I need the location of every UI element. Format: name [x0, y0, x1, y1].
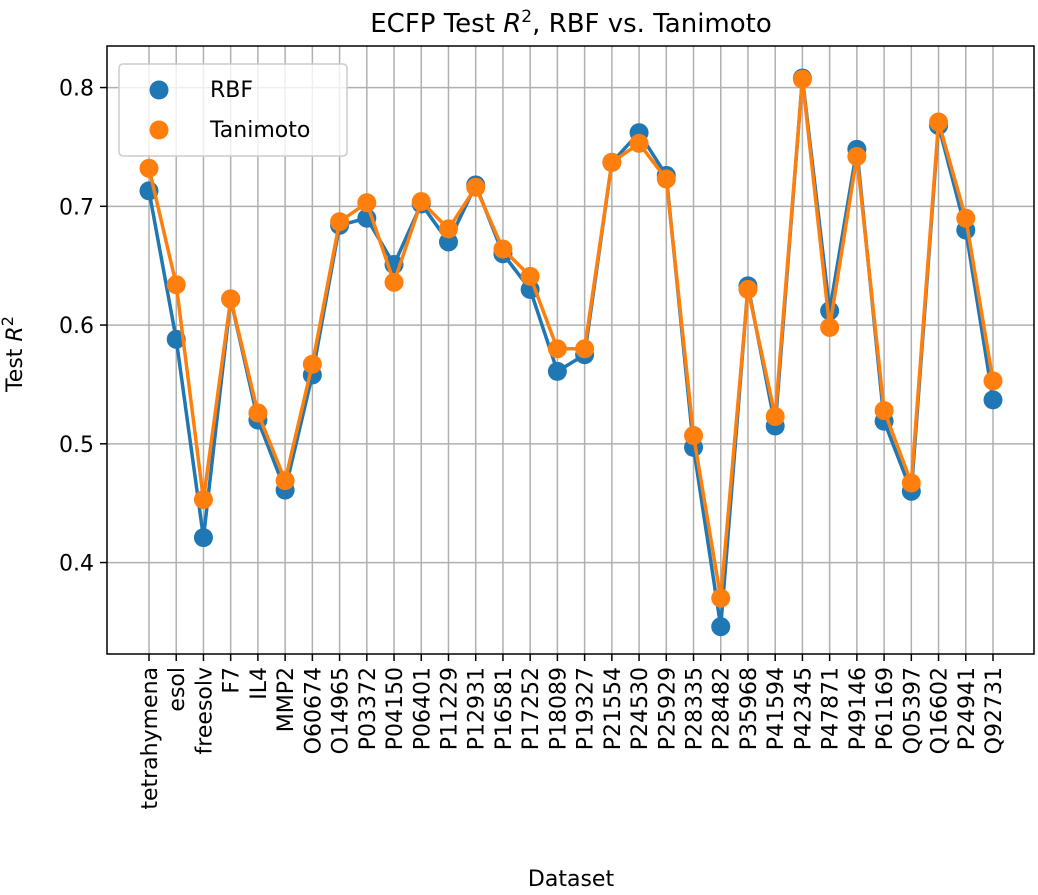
y-tick-label: 0.6 [59, 314, 94, 339]
x-tick-label: P24941 [955, 667, 980, 750]
legend-marker-rbf [149, 80, 169, 100]
chart-title: ECFP Test R2, RBF vs. Tanimoto [370, 7, 772, 39]
x-tick-label: P16581 [492, 667, 517, 750]
data-point [956, 208, 976, 228]
x-tick-label: F7 [220, 667, 245, 694]
data-point [438, 219, 458, 239]
x-tick-label: P21554 [601, 667, 626, 750]
legend: RBF Tanimoto [118, 63, 348, 157]
data-point [765, 407, 785, 426]
data-point [221, 289, 241, 309]
data-point [629, 133, 649, 153]
data-point [302, 354, 322, 374]
x-tick-label: P28482 [710, 667, 735, 750]
data-point [547, 361, 567, 381]
data-point [384, 272, 404, 292]
x-axis-label: Dataset [528, 867, 615, 892]
series-layer [139, 68, 1003, 637]
data-point [547, 339, 567, 359]
data-point [874, 401, 894, 421]
data-point [983, 371, 1003, 391]
x-tick-label: P25929 [655, 667, 680, 750]
y-axis-ticks: 0.4 0.5 0.6 0.7 0.8 [59, 77, 107, 577]
data-point [711, 588, 731, 608]
x-tick-label: tetrahymena [138, 667, 163, 810]
x-tick-label: Q16602 [928, 667, 953, 754]
legend-label-rbf: RBF [210, 78, 253, 103]
x-axis-ticks: tetrahymena esol freesolv F7 IL4 MMP2 O60674 O1… [138, 654, 1007, 810]
x-tick-label: Q92731 [982, 667, 1007, 754]
series-1 [139, 69, 1003, 608]
x-tick-label: Q05397 [900, 667, 925, 754]
y-tick-label: 0.5 [59, 433, 94, 458]
x-tick-label: P24530 [628, 667, 653, 750]
data-point [656, 169, 676, 189]
data-point [357, 193, 377, 213]
data-point [820, 317, 840, 337]
data-point [411, 192, 431, 212]
data-point [792, 69, 812, 89]
x-tick-label: P61169 [873, 667, 898, 750]
x-tick-label: P35968 [737, 667, 762, 750]
x-tick-label: P28335 [683, 667, 708, 750]
series-line [147, 77, 995, 600]
x-tick-label: P06401 [410, 667, 435, 750]
data-point [248, 403, 268, 423]
data-point [193, 528, 213, 548]
legend-marker-tanimoto [149, 120, 169, 140]
x-tick-label: P04150 [383, 667, 408, 750]
data-point [847, 146, 867, 166]
plot-frame [106, 45, 1035, 655]
data-point [520, 266, 540, 286]
x-tick-label: P17252 [519, 667, 544, 750]
data-point [684, 426, 704, 445]
data-point [330, 212, 350, 232]
x-tick-label: P49146 [846, 667, 871, 750]
x-tick-label: P41594 [764, 667, 789, 750]
x-tick-label: P03372 [356, 667, 381, 750]
data-point [438, 232, 458, 252]
data-point [139, 158, 159, 178]
data-point [466, 177, 486, 197]
data-point [193, 490, 213, 510]
x-tick-label: IL4 [247, 667, 272, 700]
data-point [493, 239, 513, 259]
data-point [275, 471, 295, 491]
data-point [738, 279, 758, 299]
x-tick-label: P12931 [465, 667, 490, 750]
x-tick-label: P18089 [546, 667, 571, 750]
x-tick-label: P47871 [819, 667, 844, 750]
legend-label-tanimoto: Tanimoto [209, 118, 310, 143]
data-point [983, 390, 1003, 410]
x-tick-label: O60674 [301, 667, 326, 754]
series-line [147, 76, 995, 629]
x-tick-label: freesolv [192, 667, 217, 754]
data-point [575, 339, 595, 359]
data-point [602, 152, 622, 172]
data-point [711, 617, 731, 637]
y-axis-label: Test R2 [0, 316, 28, 393]
data-point [166, 275, 186, 295]
x-tick-label: P19327 [574, 667, 599, 750]
y-tick-label: 0.8 [59, 77, 94, 102]
data-point [901, 473, 921, 493]
x-tick-label: P11229 [437, 667, 462, 750]
x-tick-label: P42345 [791, 667, 816, 750]
x-tick-label: esol [165, 667, 190, 712]
y-tick-label: 0.4 [59, 552, 94, 577]
legend-box [118, 63, 348, 157]
x-tick-label: MMP2 [274, 667, 299, 732]
y-tick-label: 0.7 [59, 195, 94, 220]
data-point [929, 112, 949, 132]
x-tick-label: O14965 [329, 667, 354, 754]
